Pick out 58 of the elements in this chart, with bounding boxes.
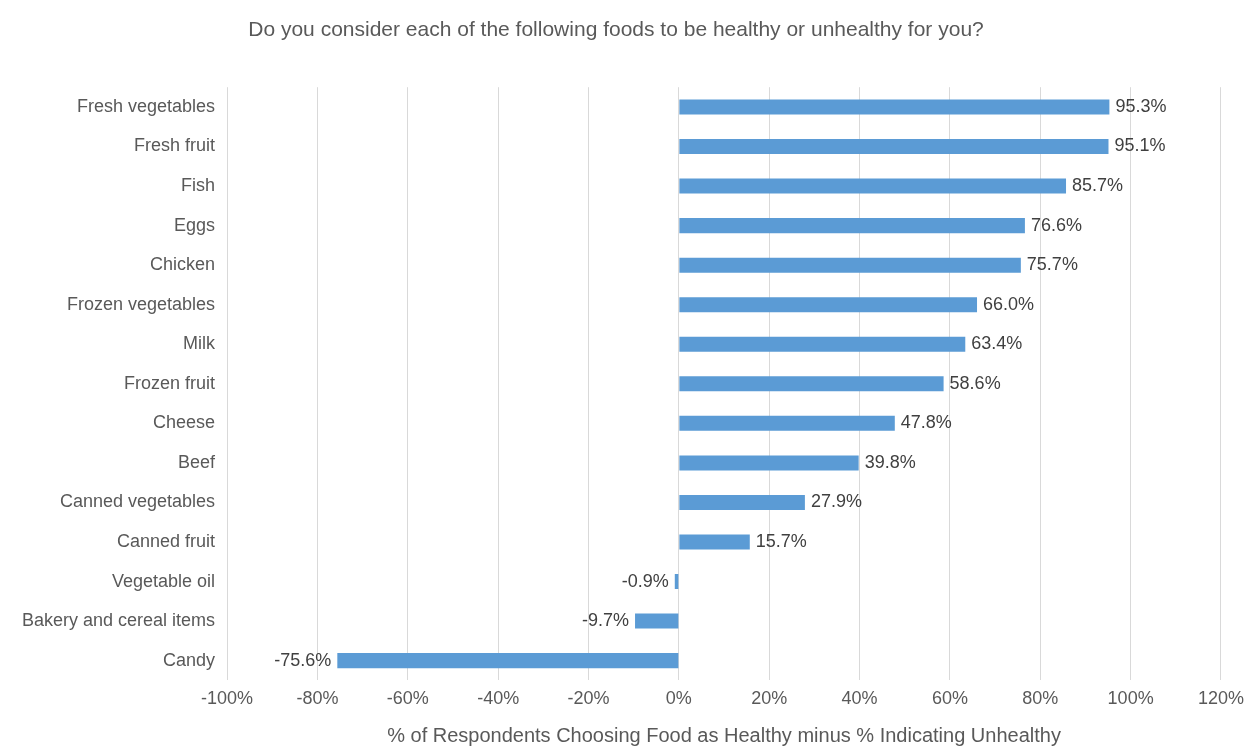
y-tick-label: Bakery and cereal items: [21, 610, 216, 631]
y-tick-label: Cheese: [153, 412, 216, 433]
y-tick-label: Fish: [181, 175, 216, 196]
x-tick-label: 20%: [751, 688, 788, 709]
data-label: 63.4%: [971, 333, 1023, 354]
x-tick-label: 0%: [665, 688, 692, 709]
y-tick-label: Vegetable oil: [111, 570, 216, 591]
data-label: 58.6%: [949, 372, 1001, 393]
bar: [679, 455, 859, 471]
bar: [679, 139, 1109, 155]
y-tick-label: Fresh vegetables: [77, 95, 216, 116]
bar: [635, 613, 679, 629]
y-tick-label: Eggs: [174, 214, 216, 235]
chart-title: Do you consider each of the following foods to be healthy or unhealthy for you?: [248, 17, 984, 41]
data-label: 27.9%: [810, 491, 862, 512]
data-label: -0.9%: [621, 570, 669, 591]
x-tick-label: -40%: [477, 688, 520, 709]
data-label: 76.6%: [1030, 214, 1082, 235]
data-label: 15.7%: [755, 530, 807, 551]
y-tick-label: Chicken: [150, 254, 216, 275]
y-tick-label: Frozen fruit: [124, 372, 216, 393]
bar: [679, 376, 944, 392]
y-tick-label: Canned vegetables: [59, 491, 216, 512]
bar: [679, 415, 895, 431]
data-label: 75.7%: [1026, 254, 1078, 275]
data-label: 47.8%: [900, 412, 952, 433]
data-label: 95.3%: [1115, 95, 1167, 116]
bar: [679, 336, 966, 352]
data-label: -75.6%: [274, 649, 332, 670]
y-tick-label: Frozen vegetables: [66, 293, 216, 314]
data-label: 66.0%: [983, 293, 1035, 314]
bar: [679, 257, 1021, 273]
x-tick-label: -60%: [386, 688, 429, 709]
x-tick-label: -80%: [296, 688, 339, 709]
x-tick-label: -20%: [567, 688, 610, 709]
data-label: -9.7%: [582, 610, 630, 631]
y-tick-label: Milk: [183, 333, 217, 354]
y-tick-label: Fresh fruit: [134, 135, 216, 156]
bar: [679, 178, 1067, 194]
data-label: 95.1%: [1114, 135, 1166, 156]
data-label: 85.7%: [1072, 175, 1124, 196]
bar: [679, 218, 1025, 234]
x-tick-label: 80%: [1022, 688, 1059, 709]
bar: [679, 99, 1110, 115]
y-tick-label: Candy: [163, 649, 216, 670]
bar: [679, 534, 750, 550]
y-tick-label: Beef: [178, 451, 217, 472]
y-tick-label: Canned fruit: [117, 530, 216, 551]
bar: [679, 494, 805, 510]
data-label: 39.8%: [864, 451, 916, 472]
x-tick-label: -100%: [201, 688, 254, 709]
x-tick-label: 100%: [1107, 688, 1154, 709]
x-tick-label: 40%: [841, 688, 878, 709]
bar: [679, 297, 978, 313]
x-tick-label: 60%: [931, 688, 968, 709]
x-tick-label: 120%: [1197, 688, 1244, 709]
x-axis-title: % of Respondents Choosing Food as Healthy minus % Indicating Unhealthy: [387, 723, 1061, 746]
bar: [337, 653, 679, 669]
